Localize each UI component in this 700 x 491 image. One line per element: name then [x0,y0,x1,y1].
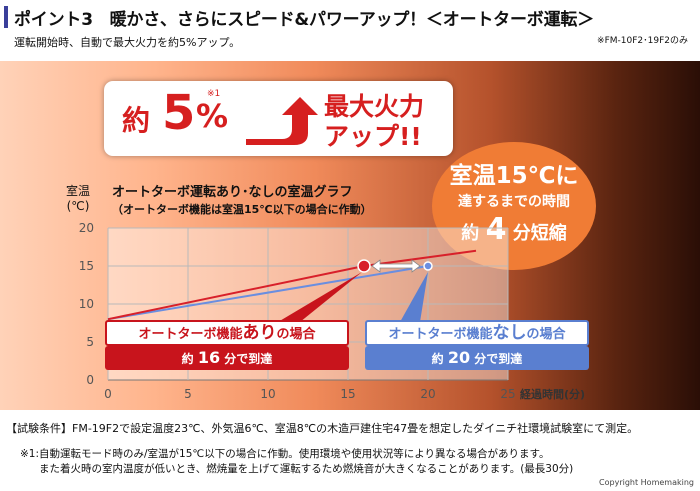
claim-line-1: 最大火力 [324,92,425,121]
claim-prefix: 約 [122,104,151,137]
callout-pointer-without-turbo [400,272,428,322]
y-tick-5: 5 [86,335,94,349]
x-tick-5: 5 [184,387,192,401]
y-axis-label-line-2: (℃) [66,199,90,213]
claim-footnote-mark: ※1 [207,89,221,99]
time-saving-badge: 室温15℃に 達するまでの時間 約 4 分短縮 [432,142,596,270]
x-tick-15: 15 [340,387,355,401]
model-note: ※FM-10F2･19F2のみ [597,36,688,46]
with-turbo-label: オートターボ機能ありの場合 [105,320,349,346]
x-tick-0: 0 [104,387,112,401]
badge-line-1: 室温15℃に [449,163,579,189]
x-tick-20: 20 [420,387,435,401]
footnote-1: ※1:自動運転モード時のみ/室温が15℃以下の場合に作動。使用環境や使用状況等に… [20,448,550,460]
marker-1 [423,261,433,271]
badge-line-2: 達するまでの時間 [458,194,570,210]
power-claim-card: 約 5 % ※1 最大火力 アップ!! [104,81,453,156]
graph-subtitle: （オートターボ機能は室温15℃以下の場合に作動） [112,203,372,216]
y-tick-15: 15 [79,259,94,273]
callout-pointer-with-turbo [278,272,362,322]
claim-number: 5 [162,85,196,141]
page-subtitle: 運転開始時、自動で最大火力を約5%アップ。 [14,36,241,49]
without-turbo-label: オートターボ機能なしの場合 [365,320,589,346]
y-tick-10: 10 [79,297,94,311]
series-line-1 [107,265,429,321]
test-conditions: 【試験条件】FM-19F2で設定温度23℃、外気温6℃、室温8℃の木造戸建住宅4… [6,422,639,435]
with-turbo-time: 約 16 分で到達 [105,346,349,370]
header-accent-bar [4,6,8,28]
page-title: ポイント3 暖かさ、さらにスピード&パワーアップ！＜オートターボ運転＞ [14,10,594,30]
without-turbo-time: 約 20 分で到達 [365,346,589,370]
y-axis-label: 室温 (℃) [64,184,92,214]
double-arrow-icon [371,259,421,273]
y-tick-0: 0 [86,373,94,387]
badge-line-3: 約 4 分短縮 [461,212,567,247]
y-axis-label-line-1: 室温 [65,184,90,198]
copyright: Copyright Homemaking [599,478,694,487]
claim-line-2: アップ!! [324,122,422,151]
x-axis-label: 経過時間(分) [520,387,585,401]
graph-title: オートターボ運転あり･なしの室温グラフ [112,185,353,200]
y-tick-20: 20 [79,221,94,235]
up-arrow-icon [246,97,318,145]
x-tick-10: 10 [260,387,275,401]
claim-percent: % [196,97,229,135]
footnote-2: また着火時の室内温度が低いとき、燃焼量を上げて運転するため燃焼音が大きくなること… [39,463,574,475]
marker-0 [357,259,371,273]
x-tick-25: 25 [500,387,515,401]
